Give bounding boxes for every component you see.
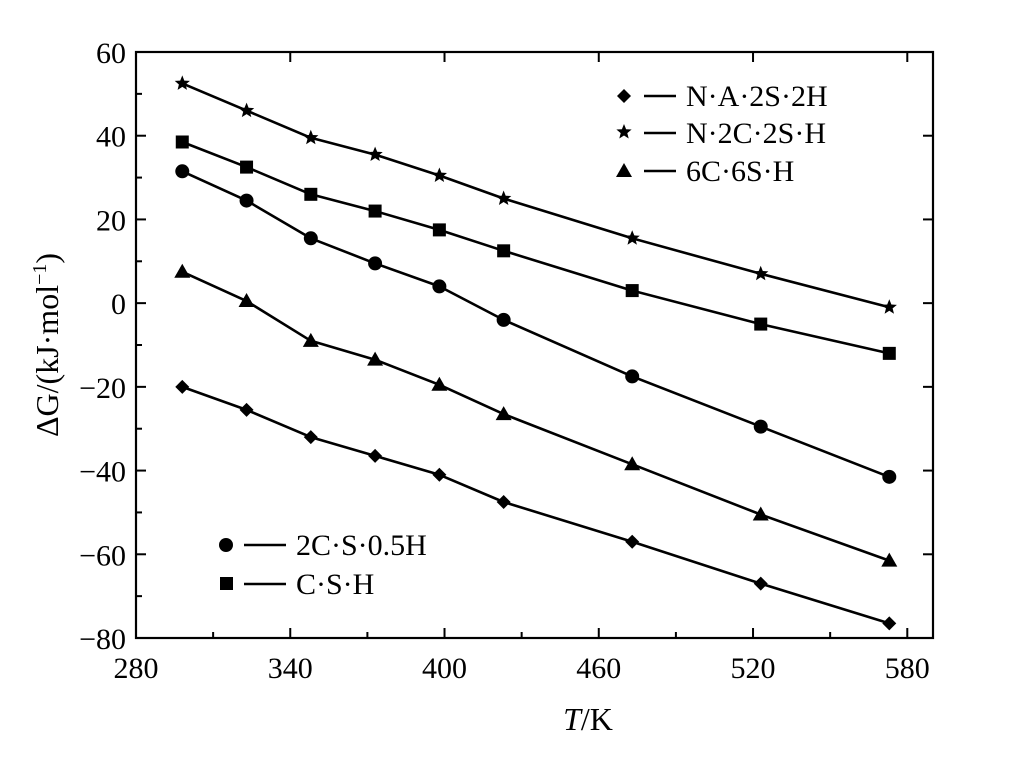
data-point	[753, 265, 769, 281]
legend-diamond-icon	[617, 89, 631, 103]
data-point	[239, 193, 254, 208]
data-point	[432, 279, 447, 294]
x-tick-label: 280	[114, 652, 159, 685]
series-line	[181, 385, 891, 625]
legend-circle-icon	[219, 538, 233, 552]
x-tick-label: 400	[422, 652, 467, 685]
data-point	[496, 494, 511, 509]
axis-ticks: 280 340 400 460 520 580 −80 −60 −40 −20 0 20 40 60	[79, 37, 933, 685]
data-point	[238, 293, 255, 308]
data-point	[239, 402, 254, 417]
data-point	[175, 135, 189, 149]
legend-label: 6C·6S·H	[686, 155, 794, 188]
y-tick-label: −40	[79, 456, 126, 489]
data-point	[368, 448, 383, 463]
x-axis-title-unit: /K	[581, 701, 613, 737]
y-axis-title-close: )	[29, 253, 65, 264]
data-point	[175, 164, 190, 179]
series-line	[181, 270, 891, 562]
y-tick-label: 60	[96, 37, 126, 70]
x-tick-label: 580	[885, 652, 930, 685]
series-line	[181, 170, 891, 479]
data-point	[432, 223, 446, 237]
x-tick-label: 340	[268, 652, 313, 685]
y-tick-label: −80	[79, 623, 126, 656]
data-point	[882, 616, 897, 631]
data-point	[175, 379, 190, 394]
data-point	[302, 332, 319, 347]
data-point	[625, 534, 640, 549]
legend-square-icon	[220, 577, 233, 590]
y-tick-label: −60	[79, 539, 126, 572]
data-point	[624, 456, 641, 471]
data-point	[497, 244, 511, 258]
data-point	[174, 75, 190, 90]
legend-label: 2C·S·0.5H	[296, 529, 427, 562]
legend-label: N·2C·2S·H	[686, 117, 826, 150]
data-point	[431, 376, 448, 391]
legend-top-right: N·A·2S·2H N·2C·2S·H 6C·6S·H	[616, 80, 828, 188]
legend-star-icon	[616, 124, 632, 139]
data-point	[625, 369, 640, 384]
data-point	[368, 204, 382, 218]
x-tick-label: 460	[576, 652, 621, 685]
series-markers	[174, 75, 898, 631]
y-tick-label: 40	[96, 121, 126, 154]
data-point	[303, 129, 319, 145]
legend-label: C·S·H	[296, 568, 374, 601]
y-axis-title-sup: −1	[29, 264, 51, 285]
data-point	[432, 467, 447, 482]
data-point	[753, 419, 768, 434]
data-point	[496, 312, 511, 327]
y-tick-label: −20	[79, 372, 126, 405]
y-axis-title: ΔG/(kJ·mol−1)	[29, 253, 65, 437]
y-tick-label: 0	[111, 288, 126, 321]
data-point	[625, 284, 639, 298]
y-axis-title-unit: /(kJ·mol	[29, 285, 65, 394]
data-point	[303, 231, 318, 246]
data-point	[882, 346, 896, 360]
data-point	[240, 160, 254, 174]
data-point	[881, 552, 898, 567]
data-point	[174, 263, 191, 278]
data-point	[304, 187, 318, 201]
data-point	[238, 102, 255, 118]
data-point	[881, 299, 897, 314]
x-tick-label: 520	[731, 652, 776, 685]
data-point	[882, 469, 897, 484]
data-point	[753, 576, 768, 591]
data-point	[367, 351, 384, 366]
legend-bottom-left: 2C·S·0.5H C·S·H	[219, 529, 427, 601]
x-axis-title-italic: T	[563, 701, 583, 737]
data-point	[368, 256, 383, 271]
data-point	[367, 146, 383, 161]
legend-triangle-icon	[616, 163, 632, 177]
data-point	[752, 506, 769, 521]
data-point	[624, 230, 640, 245]
y-axis-title-prefix: ΔG	[29, 393, 65, 437]
data-point	[303, 430, 318, 445]
x-axis-title: T/K	[563, 701, 613, 737]
data-point	[431, 167, 447, 182]
data-point	[754, 317, 768, 331]
data-point	[496, 190, 512, 205]
legend-label: N·A·2S·2H	[686, 80, 828, 113]
y-tick-label: 20	[96, 204, 126, 237]
data-point	[495, 406, 512, 421]
